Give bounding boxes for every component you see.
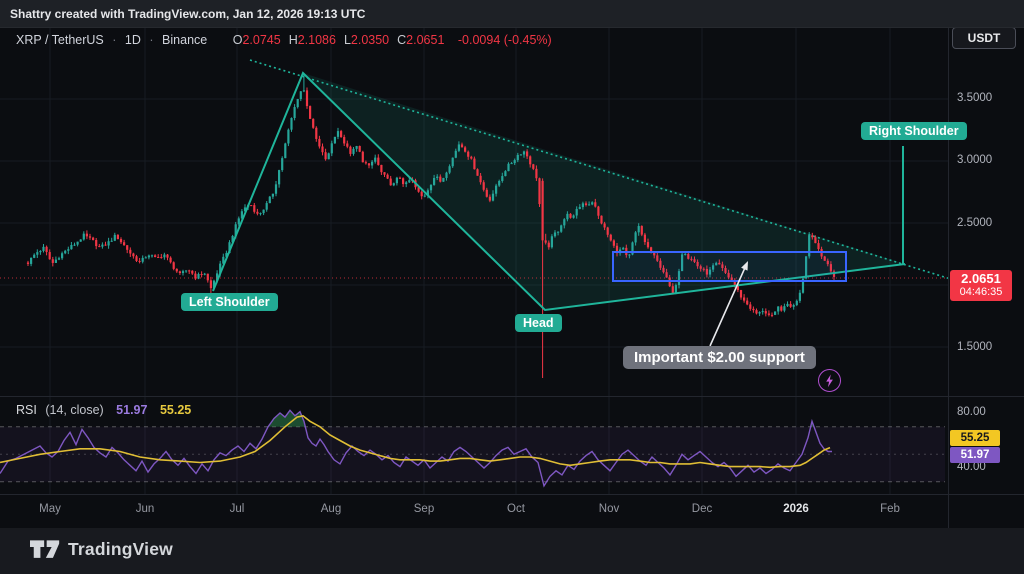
left-shoulder-label[interactable]: Left Shoulder [181,293,278,311]
time-axis-label: Dec [691,503,713,515]
separator: · [149,33,154,47]
right-shoulder-label[interactable]: Right Shoulder [861,122,967,140]
low-value: 2.0350 [350,33,390,47]
tradingview-logo-text: TradingView [68,539,173,559]
time-axis-label: Aug [320,503,342,515]
interval-label[interactable]: 1D [124,33,141,47]
ohlc-values: O2.0745 H2.1086 L2.0350 C2.0651 [225,33,445,47]
open-label: O [232,33,243,47]
rsi-value: 51.97 [116,403,148,417]
tradingview-logo-icon [30,540,60,558]
tradingview-logo[interactable]: TradingView [30,539,173,560]
rsi-value-badge: 51.97 [950,447,1000,463]
close-label: C [397,33,407,47]
time-axis-label: Jun [135,503,155,515]
footer-bar [0,528,1024,574]
low-label: L [343,33,351,47]
symbol-header[interactable]: XRP / TetherUS · 1D · Binance O2.0745 H2.… [16,33,552,47]
lightning-icon [826,374,833,387]
attribution-text: Shattry created with TradingView.com, Ja… [10,7,366,21]
rsi-header[interactable]: RSI (14, close) 51.97 55.25 [16,403,191,417]
head-label[interactable]: Head [515,314,562,332]
time-axis-label: 2026 [783,503,809,515]
high-value: 2.1086 [297,33,336,47]
time-axis-label: Jul [229,503,245,515]
price-axis-label: 3.0000 [957,154,993,166]
last-price-value: 2.0651 [961,271,1001,286]
rsi-ma-badge: 55.25 [950,430,1000,446]
support-note-label[interactable]: Important $2.00 support [623,346,816,369]
bar-countdown: 04:46:35 [959,286,1003,298]
time-axis-label: Feb [880,503,900,515]
price-axis-label: 3.5000 [957,92,993,104]
open-value: 2.0745 [242,33,281,47]
time-axis-label: May [39,503,61,515]
price-axis-label: 2.5000 [957,217,993,229]
close-value: 2.0651 [406,33,445,47]
high-label: H [288,33,298,47]
attribution-bar: Shattry created with TradingView.com, Ja… [0,0,1024,28]
symbol-name[interactable]: XRP / TetherUS [16,33,104,47]
rsi-title: RSI [16,403,37,417]
price-axis-label: 1.5000 [957,341,993,353]
rsi-params: (14, close) [45,403,104,417]
time-axis-label: Nov [598,503,620,515]
rsi-axis-label-40: 40.00 [957,461,986,473]
time-axis-label: Oct [507,503,525,515]
instant-trading-button[interactable] [818,369,841,392]
last-price-badge: 2.0651 04:46:35 [950,270,1012,301]
rsi-ma-value: 55.25 [159,403,192,417]
separator: · [112,33,117,47]
time-axis-label: Sep [413,503,435,515]
change-value: -0.0094 (-0.45%) [457,33,552,47]
currency-toggle-button[interactable]: USDT [952,27,1016,49]
rsi-axis-label-80: 80.00 [957,406,986,418]
exchange-label: Binance [162,33,208,47]
